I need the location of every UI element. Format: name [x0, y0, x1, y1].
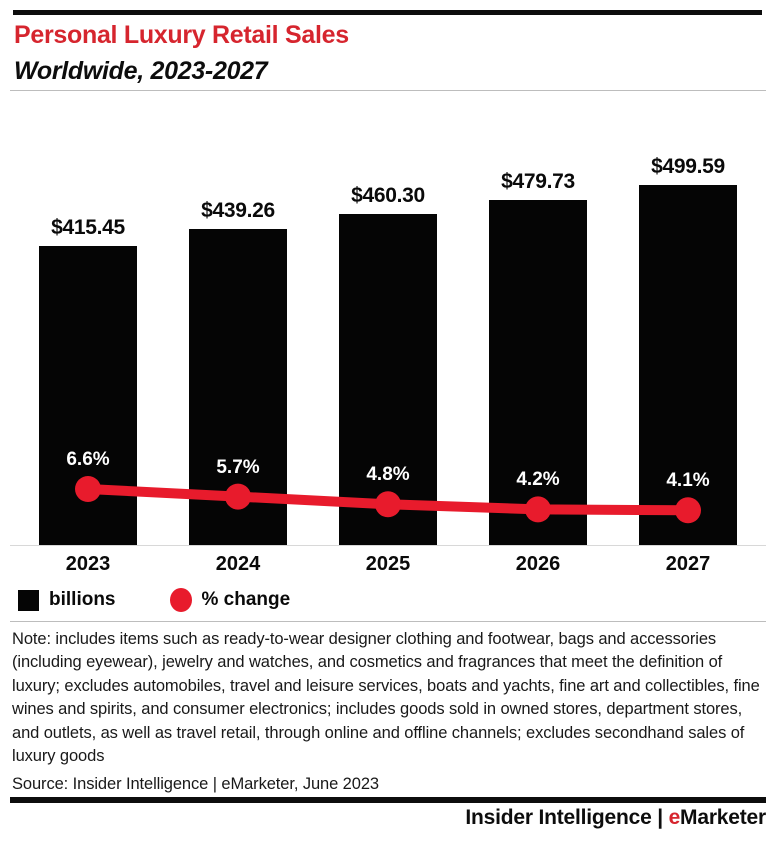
pct-change-label: 4.8%: [366, 464, 410, 485]
pct-change-label: 4.2%: [516, 469, 560, 490]
footer-branding: Insider Intelligence | eMarketer: [465, 806, 766, 830]
x-axis-label-2024: 2024: [215, 553, 261, 575]
pct-change-dot: [375, 491, 401, 518]
footer-brand-right: Marketer: [680, 806, 766, 829]
top-rule: [13, 10, 762, 15]
chart-title: Personal Luxury Retail Sales: [14, 21, 349, 49]
source-text: Source: Insider Intelligence | eMarketer…: [12, 775, 379, 793]
chart-legend: billions % change: [18, 587, 290, 613]
footer-brand-accent-letter: e: [668, 806, 681, 829]
bar-value-label: $439.26: [201, 199, 275, 222]
x-axis-label-2026: 2026: [515, 553, 561, 575]
bar-value-label: $479.73: [501, 170, 575, 193]
bar-2025: [339, 214, 437, 545]
bar-value-label: $499.59: [651, 155, 725, 178]
chart-subtitle: Worldwide, 2023-2027: [14, 57, 268, 85]
legend-label-billions: billions: [49, 589, 116, 610]
header-divider: [10, 90, 766, 91]
footer-brand-left: Insider Intelligence: [465, 806, 652, 829]
pct-change-label: 4.1%: [666, 470, 710, 491]
pct-change-label: 6.6%: [66, 449, 110, 470]
x-axis-label-2027: 2027: [665, 553, 711, 575]
bar-2027: [639, 185, 737, 545]
bar-2026: [489, 200, 587, 545]
pct-change-dot: [75, 476, 101, 502]
bar-value-label: $415.45: [51, 216, 125, 239]
pct-change-dot: [225, 483, 251, 510]
bar-value-label: $460.30: [351, 184, 425, 207]
note-text: Note: includes items such as ready-to-we…: [12, 630, 760, 766]
pct-change-dot: [525, 496, 551, 523]
pct-change-dot: [675, 497, 701, 524]
pct-change-swatch-icon: [169, 588, 192, 612]
legend-label-pct-change: % change: [201, 589, 291, 610]
legend-divider: [10, 621, 766, 622]
footer-separator: |: [651, 806, 669, 829]
pct-change-label: 5.7%: [216, 457, 260, 478]
footer-rule: [10, 797, 766, 803]
bar-line-chart: $415.45 6.6% 2023 $439.26 5.7% 2024 $460.30 4.8…: [39, 155, 737, 575]
x-axis-label-2025: 2025: [365, 553, 411, 575]
chart-baseline: [10, 545, 766, 546]
billions-swatch-icon: [18, 589, 39, 611]
x-axis-label-2023: 2023: [65, 553, 111, 575]
